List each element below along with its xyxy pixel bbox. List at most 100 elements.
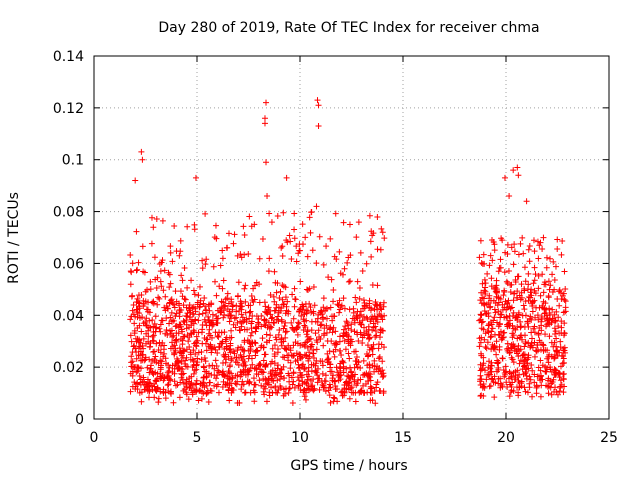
data-point — [248, 329, 255, 336]
data-point — [295, 383, 302, 390]
data-point — [327, 304, 334, 311]
data-point — [211, 382, 218, 389]
data-point — [363, 302, 370, 309]
data-point — [497, 256, 504, 263]
data-point — [271, 353, 278, 360]
data-point — [560, 309, 567, 316]
data-point — [333, 256, 340, 263]
data-point — [272, 384, 279, 391]
data-point — [535, 255, 542, 262]
data-point — [144, 376, 151, 383]
data-point — [529, 308, 536, 315]
data-point — [508, 244, 515, 251]
data-point — [160, 353, 167, 360]
data-point — [181, 360, 188, 367]
data-point — [234, 359, 241, 366]
y-tick-label: 0 — [75, 412, 84, 428]
data-point — [157, 388, 164, 395]
data-point — [171, 304, 178, 311]
data-point — [550, 258, 557, 265]
data-point — [219, 338, 226, 345]
data-point — [146, 309, 153, 316]
data-point — [281, 354, 288, 361]
data-point — [327, 361, 334, 368]
data-point — [287, 238, 294, 245]
data-point — [198, 348, 205, 355]
data-point — [168, 296, 175, 303]
data-point — [248, 318, 255, 325]
data-point — [482, 310, 489, 317]
data-point — [355, 337, 362, 344]
data-point — [509, 356, 516, 363]
data-point — [547, 377, 554, 384]
data-point — [283, 174, 290, 181]
data-point — [515, 389, 522, 396]
data-point — [155, 346, 162, 353]
data-point — [190, 287, 197, 294]
data-point — [165, 269, 172, 276]
data-point — [129, 383, 136, 390]
data-point — [164, 382, 171, 389]
x-tick-label: 20 — [497, 430, 515, 446]
data-point — [297, 353, 304, 360]
data-point — [533, 384, 540, 391]
data-point — [336, 297, 343, 304]
data-point — [214, 367, 221, 374]
data-point — [169, 334, 176, 341]
data-point — [330, 324, 337, 331]
data-point — [369, 362, 376, 369]
data-point — [277, 288, 284, 295]
data-point — [497, 384, 504, 391]
data-point — [491, 314, 498, 321]
data-point — [302, 396, 309, 403]
data-point — [227, 340, 234, 347]
data-point — [306, 214, 313, 221]
data-point — [556, 288, 563, 295]
data-point — [167, 249, 174, 256]
data-point — [256, 360, 263, 367]
data-point — [507, 289, 514, 296]
data-point — [537, 357, 544, 364]
data-point — [186, 375, 193, 382]
data-point — [495, 294, 502, 301]
data-point — [203, 347, 210, 354]
data-point — [237, 318, 244, 325]
data-point — [269, 375, 276, 382]
data-point — [133, 228, 140, 235]
data-point — [379, 229, 386, 236]
data-point — [219, 285, 226, 292]
data-point — [265, 268, 272, 275]
data-point — [327, 399, 334, 406]
data-point — [347, 364, 354, 371]
data-point — [492, 309, 499, 316]
data-point — [299, 381, 306, 388]
data-point — [301, 318, 308, 325]
data-point — [506, 349, 513, 356]
data-point — [151, 383, 158, 390]
data-point — [323, 243, 330, 250]
data-point — [485, 313, 492, 320]
data-point — [524, 320, 531, 327]
data-point — [484, 328, 491, 335]
data-point — [200, 380, 207, 387]
data-point — [491, 394, 498, 401]
data-point — [225, 368, 232, 375]
data-point — [173, 322, 180, 329]
data-point — [377, 329, 384, 336]
data-point — [325, 355, 332, 362]
data-point — [504, 241, 511, 248]
data-point — [170, 399, 177, 406]
data-point — [229, 374, 236, 381]
data-point — [159, 372, 166, 379]
data-point — [337, 270, 344, 277]
data-point — [248, 223, 255, 230]
data-point — [523, 198, 530, 205]
data-point — [283, 346, 290, 353]
data-point — [477, 237, 484, 244]
data-point — [484, 339, 491, 346]
data-point — [200, 300, 207, 307]
data-point — [178, 272, 185, 279]
data-point — [537, 292, 544, 299]
data-point — [278, 342, 285, 349]
data-point — [133, 369, 140, 376]
